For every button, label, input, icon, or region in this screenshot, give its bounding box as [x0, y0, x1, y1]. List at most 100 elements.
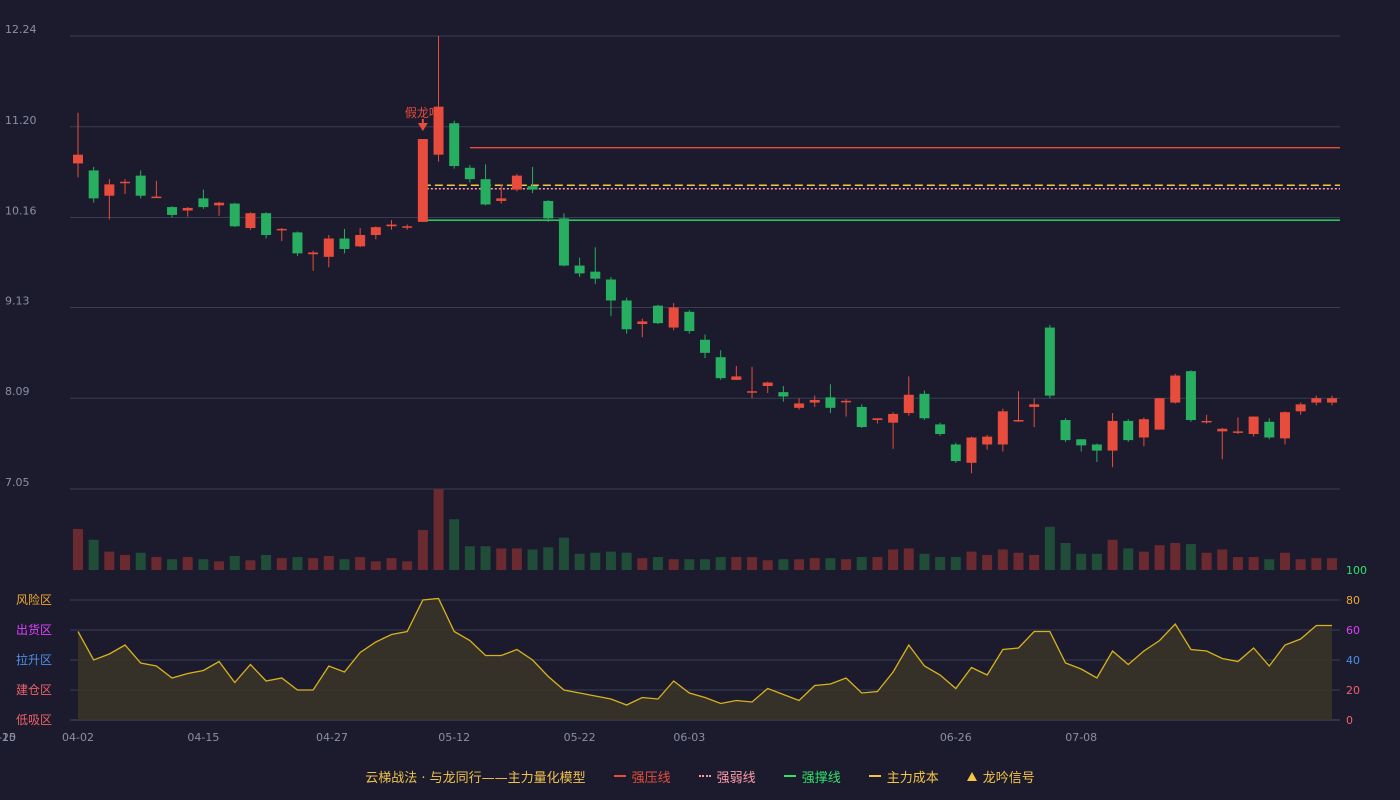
- triangle-icon: [966, 771, 977, 781]
- candle-body: [935, 424, 946, 435]
- volume-bar: [543, 547, 554, 570]
- volume-bar: [715, 557, 726, 570]
- candle-body: [1013, 420, 1024, 422]
- candle-body: [1217, 428, 1228, 432]
- volume-bar: [402, 561, 413, 570]
- candlesticks[interactable]: [73, 36, 1337, 474]
- volume-bar: [903, 548, 914, 570]
- candlestick: [308, 250, 319, 271]
- volume-bar: [355, 557, 366, 570]
- candle-body: [433, 106, 444, 155]
- chart-legend: 云梯战法 · 与龙同行——主力量化模型 强压线 强弱线 强撑线 主力成本 龙吟信…: [0, 760, 1400, 792]
- volume-bar: [1185, 544, 1196, 570]
- candlestick: [652, 304, 663, 325]
- candle-body: [402, 226, 413, 228]
- volume-bar: [480, 546, 491, 570]
- volume-bar: [182, 557, 193, 570]
- candle-body: [982, 436, 993, 445]
- candle-body: [496, 198, 507, 201]
- volume-bar: [73, 528, 83, 570]
- date-tick-label: 06-03: [673, 731, 705, 744]
- candle-body: [1311, 398, 1322, 403]
- volume-bar: [1091, 553, 1102, 570]
- candle-body: [715, 357, 726, 379]
- candlestick: [120, 179, 131, 194]
- candle-body: [872, 418, 883, 421]
- candlestick: [386, 220, 397, 230]
- oscillator-tick-label: 40: [1346, 654, 1360, 667]
- volume-bar: [652, 557, 663, 570]
- candlestick: [276, 228, 287, 242]
- candlestick: [856, 404, 867, 428]
- date-axis: 04-02 04-15 04-27 05-12 05-22 06-03 06-15 06-26…: [0, 731, 1097, 744]
- volume-bar: [433, 489, 444, 570]
- candle-body: [135, 175, 146, 196]
- candlestick: [449, 120, 460, 169]
- candle-body: [668, 307, 679, 328]
- volume-bar: [1232, 557, 1243, 570]
- candle-body: [511, 175, 522, 190]
- candlestick: [1264, 418, 1275, 440]
- candle-body: [794, 403, 805, 408]
- price-tick-label: 12.24: [5, 23, 37, 36]
- dashed-line-icon: [868, 775, 881, 777]
- volume-bar: [950, 557, 961, 570]
- volume-bar: [872, 557, 883, 570]
- volume-bar: [1311, 558, 1322, 570]
- legend-item-signal[interactable]: 龙吟信号: [966, 767, 1035, 786]
- candle-body: [1060, 420, 1071, 441]
- candle-body: [1264, 421, 1275, 438]
- candlestick: [762, 381, 773, 393]
- date-tick-label: 05-22: [564, 731, 596, 744]
- candle-body: [386, 224, 397, 227]
- candle-body: [339, 238, 350, 249]
- candle-body: [762, 382, 773, 387]
- candlestick: [950, 442, 961, 463]
- candlestick: [966, 436, 977, 474]
- volume-bar: [1138, 551, 1149, 570]
- date-tick-label: 07-20: [0, 731, 16, 744]
- legend-item-resistance[interactable]: 强压线: [613, 767, 671, 786]
- volume-bar: [982, 554, 993, 570]
- candle-body: [1123, 420, 1134, 441]
- candle-body: [637, 321, 648, 325]
- candlestick: [1279, 411, 1290, 445]
- legend-title: 云梯战法 · 与龙同行——主力量化模型: [365, 770, 586, 786]
- oscillator-tick-label: 60: [1346, 624, 1360, 637]
- candlestick: [1327, 395, 1337, 406]
- legend-label: 强弱线: [716, 770, 756, 786]
- volume-bar: [308, 558, 319, 570]
- oscillator-tick-label: 20: [1346, 684, 1360, 697]
- zone-label: 建仓区: [16, 683, 52, 697]
- candle-body: [167, 207, 178, 215]
- candlestick: [605, 276, 616, 317]
- volume-bar: [809, 558, 820, 570]
- candlestick: [135, 170, 146, 199]
- candlestick: [888, 412, 899, 449]
- volume-bar: [1248, 557, 1259, 570]
- price-tick-label: 10.16: [5, 205, 37, 218]
- candlestick: [480, 164, 491, 206]
- volume-bar: [856, 557, 867, 570]
- zone-label: 风险区: [16, 592, 52, 607]
- candlestick: [919, 390, 930, 421]
- zone-label: 低吸区: [16, 713, 52, 727]
- candlestick: [73, 112, 83, 178]
- dotted-line-icon: [698, 775, 711, 777]
- volume-bar: [292, 557, 303, 570]
- candle-body: [1248, 416, 1259, 435]
- legend-item-cost[interactable]: 主力成本: [868, 767, 939, 786]
- candle-body: [966, 437, 977, 463]
- legend-item-weak[interactable]: 强弱线: [698, 767, 756, 786]
- volume-bar: [339, 559, 350, 570]
- legend-item-support[interactable]: 强撑线: [783, 767, 841, 786]
- volume-bar: [464, 546, 475, 570]
- candlestick: [245, 212, 256, 230]
- volume-bar: [104, 551, 115, 570]
- candle-body: [700, 339, 710, 353]
- candle-body: [919, 393, 930, 419]
- candlestick: [621, 297, 632, 334]
- volume-bar: [590, 552, 601, 570]
